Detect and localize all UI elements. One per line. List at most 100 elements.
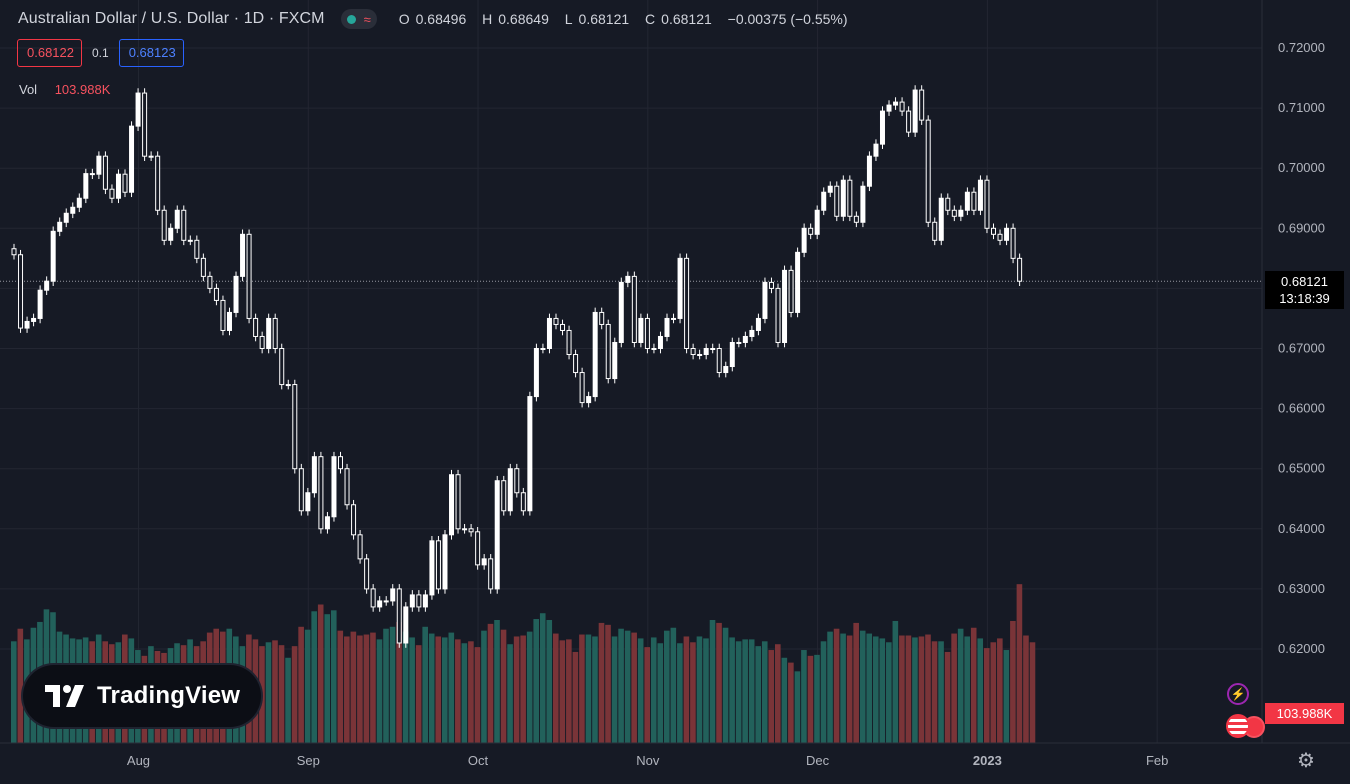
market-status-pill[interactable]: ≈ (340, 9, 377, 29)
candle-body (161, 209, 167, 241)
candle-body (311, 456, 317, 494)
symbol-title[interactable]: Australian Dollar / U.S. Dollar · 1D · F… (18, 10, 325, 27)
candle-body (573, 354, 579, 374)
candle-body (514, 468, 520, 494)
candle-body (429, 540, 435, 596)
candle-body (168, 227, 174, 241)
buy-price-button[interactable]: 0.68123 (118, 39, 184, 67)
volume-bar (664, 630, 670, 743)
volume-bar (409, 637, 415, 743)
candles (11, 85, 1023, 648)
volume-bar (1010, 620, 1016, 743)
candle-body (200, 257, 206, 277)
volume-bar (344, 636, 350, 743)
us-flag-event-icon[interactable] (1226, 714, 1250, 738)
candle-body (344, 468, 350, 506)
volume-bar (389, 626, 396, 743)
candle-body (481, 558, 487, 566)
volume-bar (370, 632, 376, 743)
volume-bar (265, 642, 272, 743)
volume-bar (677, 643, 683, 743)
volume-bar (696, 636, 703, 743)
candle-body (814, 209, 820, 235)
candle-body (135, 92, 141, 127)
candle-body (592, 311, 598, 398)
volume-bar (330, 610, 337, 743)
candle-body (644, 317, 650, 350)
candle-body (488, 558, 494, 590)
volume-bar (846, 635, 853, 743)
high-key: H (482, 11, 493, 27)
volume-bar (807, 655, 814, 743)
y-tick-label: 0.63000 (1278, 581, 1325, 596)
candle-body (677, 257, 683, 319)
volume-bar (970, 627, 977, 743)
last-price-tag: 0.68121 13:18:39 (1265, 271, 1344, 309)
candle-body (266, 317, 272, 350)
tradingview-logo[interactable]: TradingView (23, 665, 261, 727)
volume-bar (552, 633, 559, 743)
candle-body (1004, 227, 1010, 241)
candle-body (70, 206, 76, 214)
settings-gear-icon[interactable]: ⚙ (1297, 750, 1315, 772)
candle-body (775, 287, 781, 343)
candle-body (11, 248, 17, 256)
candle-body (357, 534, 363, 560)
x-tick-label: Aug (127, 753, 150, 768)
candle-body (442, 534, 448, 590)
volume-bar (546, 620, 553, 743)
volume-bar (899, 635, 905, 743)
candle-body (305, 492, 311, 512)
open-value: 0.68496 (415, 11, 467, 27)
candle-body (1017, 257, 1023, 282)
volume-bar (598, 622, 605, 743)
candle-body (455, 474, 461, 530)
lightning-event-icon[interactable]: ⚡ (1227, 683, 1249, 705)
volume-bar (422, 626, 428, 743)
candle-body (83, 173, 89, 199)
volume-bar (650, 637, 657, 743)
volume-bar (272, 640, 278, 743)
candle-body (886, 104, 892, 112)
candle-body (148, 155, 154, 158)
candle-body (507, 468, 513, 512)
volume-bar (441, 637, 448, 743)
volume-bar (448, 632, 455, 743)
volume-bar (605, 624, 611, 743)
volume-legend[interactable]: Vol 103.988K (19, 82, 110, 97)
volume-bar (938, 641, 944, 743)
candle-body (259, 335, 265, 350)
volume-bar (892, 620, 899, 743)
volume-bar (768, 650, 775, 743)
high-value: 0.68649 (498, 11, 549, 27)
candle-body (18, 254, 24, 329)
candle-body (155, 155, 161, 211)
candle-body (468, 528, 474, 533)
volume-bar (533, 619, 539, 743)
candle-body (847, 179, 853, 217)
sell-price-button[interactable]: 0.68122 (17, 39, 82, 67)
candle-body (697, 354, 703, 357)
volume-bar (748, 639, 755, 743)
y-tick-label: 0.71000 (1278, 100, 1325, 115)
candle-body (827, 185, 833, 193)
volume-bar (781, 657, 788, 743)
volume-bar (944, 651, 951, 743)
candle-body (618, 281, 624, 343)
volume-bar (572, 651, 579, 743)
candle-body (991, 227, 996, 235)
candle-body (475, 531, 481, 566)
candle-body (599, 311, 605, 325)
candle-body (370, 588, 376, 608)
volume-bar (709, 620, 716, 743)
candle-body (755, 317, 761, 331)
y-tick-label: 0.64000 (1278, 521, 1325, 536)
x-tick-label: Sep (297, 753, 320, 768)
y-tick-label: 0.62000 (1278, 641, 1325, 656)
volume-bar (637, 638, 644, 743)
volume-bar (827, 631, 833, 743)
volume-bar (951, 633, 957, 743)
low-value: 0.68121 (578, 11, 630, 27)
candle-body (605, 323, 611, 380)
candle-body (377, 600, 383, 608)
